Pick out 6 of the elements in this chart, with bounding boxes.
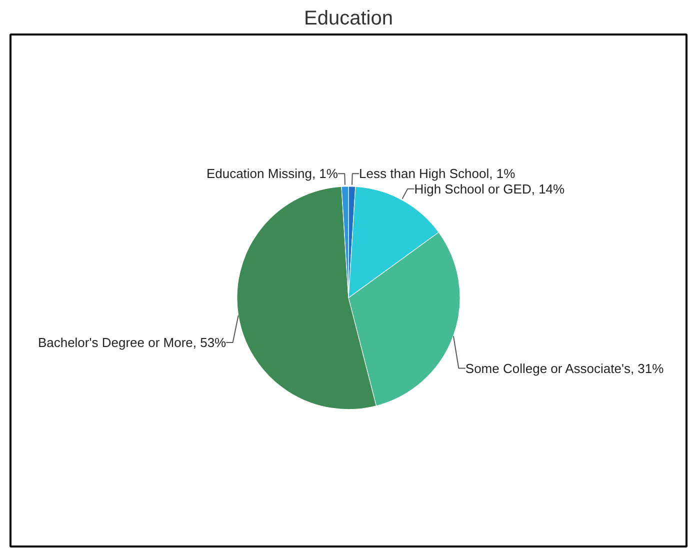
- slice-label: High School or GED, 14%: [414, 181, 566, 196]
- slice-label: Education Missing, 1%: [206, 166, 338, 182]
- slice-label: Bachelor's Degree or More, 53%: [38, 335, 227, 350]
- slice-label: Less than High School, 1%: [359, 166, 516, 182]
- slice-label: Some College or Associate's, 31%: [465, 360, 664, 376]
- chart-title: Education: [304, 8, 393, 30]
